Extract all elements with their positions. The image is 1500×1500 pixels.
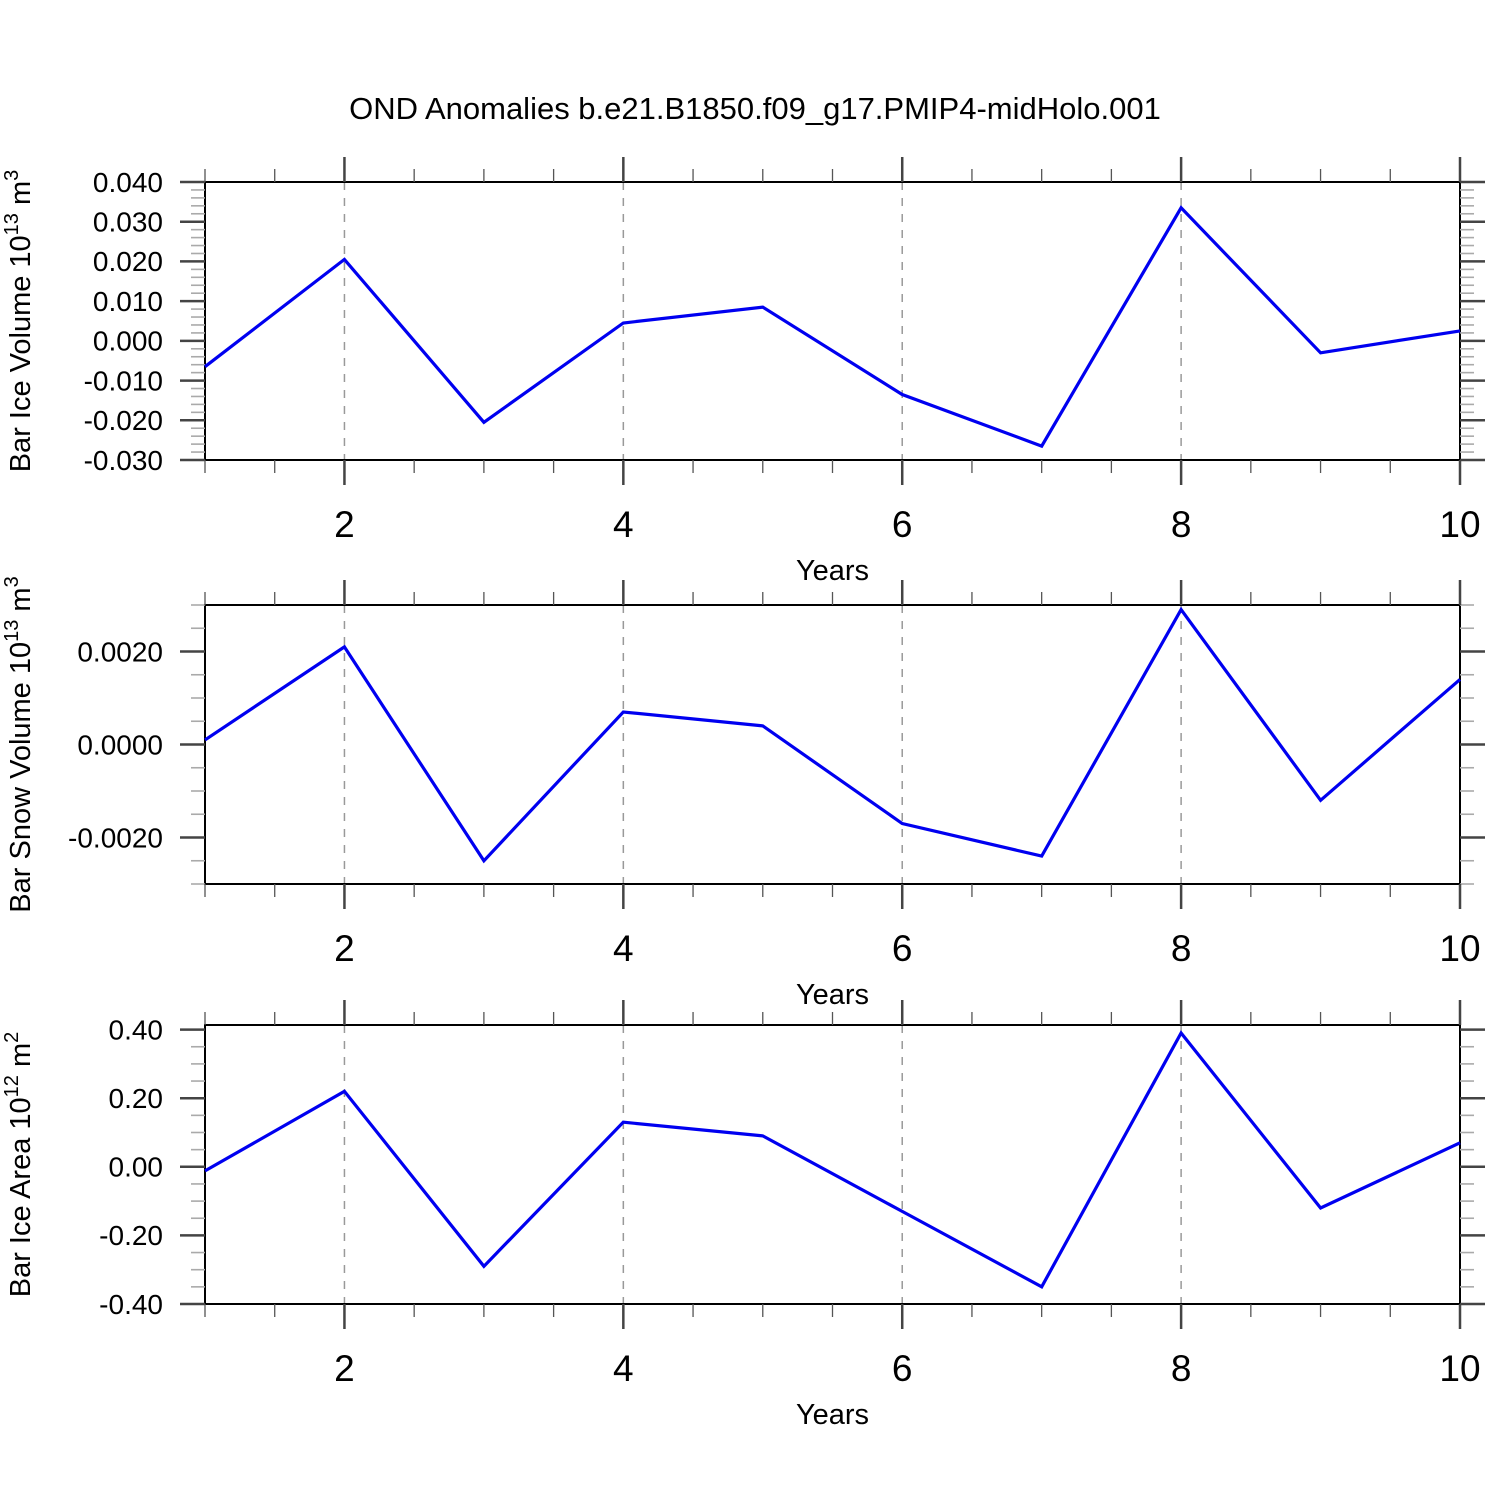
x-tick-label: 4 bbox=[613, 928, 634, 969]
x-tick-label: 2 bbox=[334, 928, 355, 969]
y-tick-label: 0.0000 bbox=[77, 729, 163, 760]
y-tick-label: -0.030 bbox=[84, 445, 163, 476]
x-tick-label: 2 bbox=[334, 504, 355, 545]
y-tick-label: 0.000 bbox=[93, 326, 163, 357]
x-tick-label: 10 bbox=[1439, 504, 1480, 545]
y-tick-label: -0.020 bbox=[84, 405, 163, 436]
y-tick-label: 0.040 bbox=[93, 167, 163, 198]
plot-box bbox=[204, 1024, 1461, 1305]
plot-title: OND Anomalies b.e21.B1850.f09_g17.PMIP4-… bbox=[349, 91, 1161, 126]
x-tick-label: 6 bbox=[892, 504, 913, 545]
x-tick-label: 4 bbox=[613, 504, 634, 545]
y-axis-label: Bar Ice Area 1012 m2 bbox=[1, 1032, 37, 1298]
x-tick-label: 6 bbox=[892, 928, 913, 969]
x-tick-label: 8 bbox=[1171, 1348, 1192, 1389]
x-axis-label: Years bbox=[796, 555, 869, 587]
y-tick-label: -0.40 bbox=[99, 1289, 163, 1320]
y-tick-label: 0.0020 bbox=[77, 636, 163, 667]
y-tick-label: 0.00 bbox=[109, 1152, 164, 1183]
x-tick-label: 4 bbox=[613, 1348, 634, 1389]
y-tick-label: 0.40 bbox=[109, 1014, 164, 1045]
y-tick-label: 0.010 bbox=[93, 286, 163, 317]
plot-box bbox=[204, 181, 1461, 461]
y-tick-label: 0.020 bbox=[93, 246, 163, 277]
chart-panel-3: 0.40 0.20 0.00 -0.20 -0.40 2 4 6 8 10 Years Bar Ice… bbox=[1, 1000, 1485, 1431]
chart-panel-2: 0.0020 0.0000 -0.0020 2 4 6 8 10 Years Bar Snow V… bbox=[1, 576, 1485, 1011]
x-axis-label: Years bbox=[796, 979, 869, 1011]
y-tick-label: 0.030 bbox=[93, 207, 163, 238]
chart-panel-1: 0.040 0.030 0.020 0.010 0.000 -0.010 -0.020 -0.… bbox=[1, 157, 1485, 587]
y-axis-label: Bar Snow Volume 1013 m3 bbox=[1, 576, 37, 912]
x-tick-label: 2 bbox=[334, 1348, 355, 1389]
data-line-ice-area-anomaly bbox=[204, 1030, 1461, 1289]
x-tick-label: 8 bbox=[1171, 928, 1192, 969]
data-line-snow-volume-anomaly bbox=[204, 606, 1462, 864]
y-tick-label: -0.20 bbox=[99, 1220, 163, 1251]
plot-box bbox=[204, 604, 1461, 885]
chart-panels: 0.040 0.030 0.020 0.010 0.000 -0.010 -0.020 -0.… bbox=[1, 157, 1485, 1431]
x-tick-label: 8 bbox=[1171, 504, 1192, 545]
y-tick-label: -0.0020 bbox=[68, 822, 163, 853]
y-axis-label: Bar Ice Volume 1013 m3 bbox=[1, 170, 37, 473]
x-tick-label: 10 bbox=[1439, 1348, 1480, 1389]
x-tick-label: 6 bbox=[892, 1348, 913, 1389]
x-axis-label: Years bbox=[796, 1399, 869, 1431]
y-tick-label: 0.20 bbox=[109, 1083, 164, 1114]
y-tick-label: -0.010 bbox=[84, 365, 163, 396]
x-tick-label: 10 bbox=[1439, 928, 1480, 969]
data-line-ice-volume-anomaly bbox=[204, 205, 1461, 449]
